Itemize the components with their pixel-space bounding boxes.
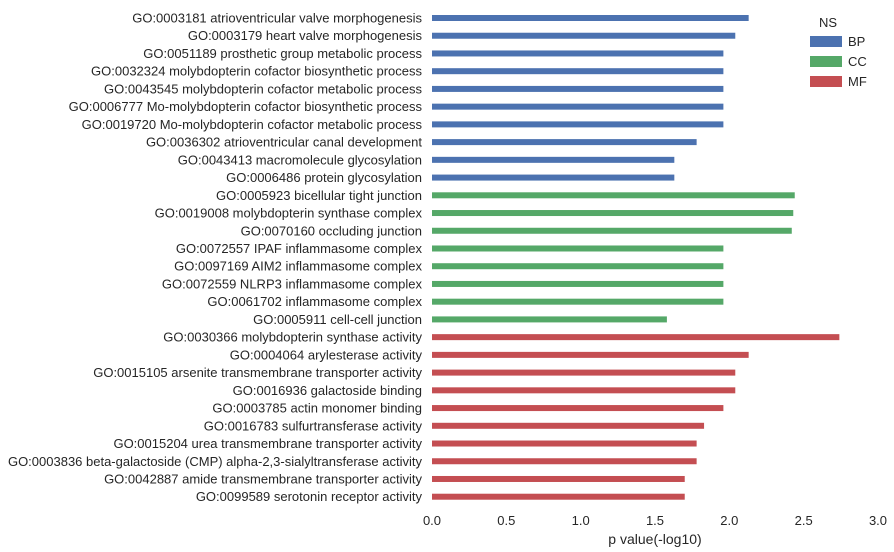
category-label: GO:0003181 atrioventricular valve morpho… (132, 11, 422, 26)
x-tick-label: 0.0 (423, 513, 441, 528)
category-label: GO:0036302 atrioventricular canal develo… (146, 135, 422, 150)
category-label: GO:0006777 Mo-molybdopterin cofactor bio… (69, 99, 423, 114)
bar-cc (432, 298, 724, 305)
bar-bp (432, 50, 724, 57)
category-label: GO:0006486 protein glycosylation (226, 170, 422, 185)
category-label: GO:0019720 Mo-molybdopterin cofactor met… (82, 117, 423, 132)
category-label: GO:0003179 heart valve morphogenesis (188, 28, 423, 43)
category-label: GO:0016783 sulfurtransferase activity (204, 418, 423, 433)
bar-cc (432, 192, 795, 199)
legend-swatch-cc (810, 56, 842, 67)
bar-bp (432, 139, 697, 146)
x-tick-labels-group: 0.0 0.5 1.0 1.5 2.0 2.5 3.0 (423, 513, 887, 528)
category-label: GO:0072559 NLRP3 inflammasome complex (162, 276, 423, 291)
category-label: GO:0015204 urea transmembrane transporte… (113, 436, 422, 451)
legend-swatch-mf (810, 76, 842, 87)
legend: NS BP CC MF (810, 15, 867, 89)
category-label: GO:0015105 arsenite transmembrane transp… (93, 365, 422, 380)
category-label: GO:0043413 macromolecule glycosylation (178, 152, 422, 167)
bar-cc (432, 263, 724, 270)
bar-bp (432, 68, 724, 75)
category-label: GO:0072557 IPAF inflammasome complex (176, 241, 423, 256)
category-label: GO:0003785 actin monomer binding (212, 401, 422, 416)
bar-cc (432, 280, 724, 287)
category-label: GO:0097169 AIM2 inflammasome complex (174, 259, 422, 274)
bar-mf (432, 387, 736, 394)
category-label: GO:0032324 molybdopterin cofactor biosyn… (91, 64, 422, 79)
category-label: GO:0043545 molybdopterin cofactor metabo… (104, 81, 422, 96)
bar-mf (432, 475, 685, 482)
bars-group (432, 15, 840, 500)
bar-mf (432, 422, 705, 429)
legend-title: NS (819, 15, 837, 30)
x-tick-label: 1.0 (572, 513, 590, 528)
category-label: GO:0070160 occluding junction (241, 223, 422, 238)
x-tick-label: 2.5 (795, 513, 813, 528)
category-label: GO:0019008 molybdopterin synthase comple… (155, 206, 423, 221)
legend-label-bp: BP (848, 34, 865, 49)
category-label: GO:0051189 prosthetic group metabolic pr… (143, 46, 422, 61)
x-tick-label: 0.5 (497, 513, 515, 528)
bar-bp (432, 156, 675, 163)
legend-swatch-bp (810, 36, 842, 47)
bar-mf (432, 440, 697, 447)
category-label: GO:0016936 galactoside binding (233, 383, 422, 398)
legend-label-mf: MF (848, 74, 867, 89)
bar-mf (432, 334, 840, 341)
category-label: GO:0003836 beta-galactoside (CMP) alpha-… (8, 454, 423, 469)
category-label: GO:0042887 amide transmembrane transport… (104, 471, 422, 486)
category-label: GO:0005911 cell-cell junction (253, 312, 422, 327)
category-labels-group: GO:0003181 atrioventricular valve morpho… (8, 11, 423, 505)
bar-bp (432, 174, 675, 181)
bar-bp (432, 85, 724, 92)
bar-cc (432, 227, 792, 234)
x-tick-label: 3.0 (869, 513, 887, 528)
bar-bp (432, 121, 724, 128)
bar-mf (432, 493, 685, 500)
x-axis-label: p value(-log10) (608, 531, 701, 547)
bar-bp (432, 15, 749, 21)
x-tick-label: 1.5 (646, 513, 664, 528)
bar-cc (432, 245, 724, 252)
bar-mf (432, 369, 736, 376)
category-label: GO:0099589 serotonin receptor activity (196, 489, 423, 504)
bar-cc (432, 210, 794, 217)
x-tick-label: 2.0 (720, 513, 738, 528)
category-label: GO:0061702 inflammasome complex (207, 294, 422, 309)
bar-mf (432, 458, 697, 465)
category-label: GO:0004064 arylesterase activity (230, 347, 423, 362)
bar-bp (432, 32, 736, 39)
legend-label-cc: CC (848, 54, 867, 69)
bar-mf (432, 405, 724, 412)
bar-mf (432, 351, 749, 358)
category-label: GO:0005923 bicellular tight junction (216, 188, 422, 203)
category-label: GO:0030366 molybdopterin synthase activi… (163, 330, 422, 345)
bar-cc (432, 316, 667, 323)
bar-bp (432, 103, 724, 110)
